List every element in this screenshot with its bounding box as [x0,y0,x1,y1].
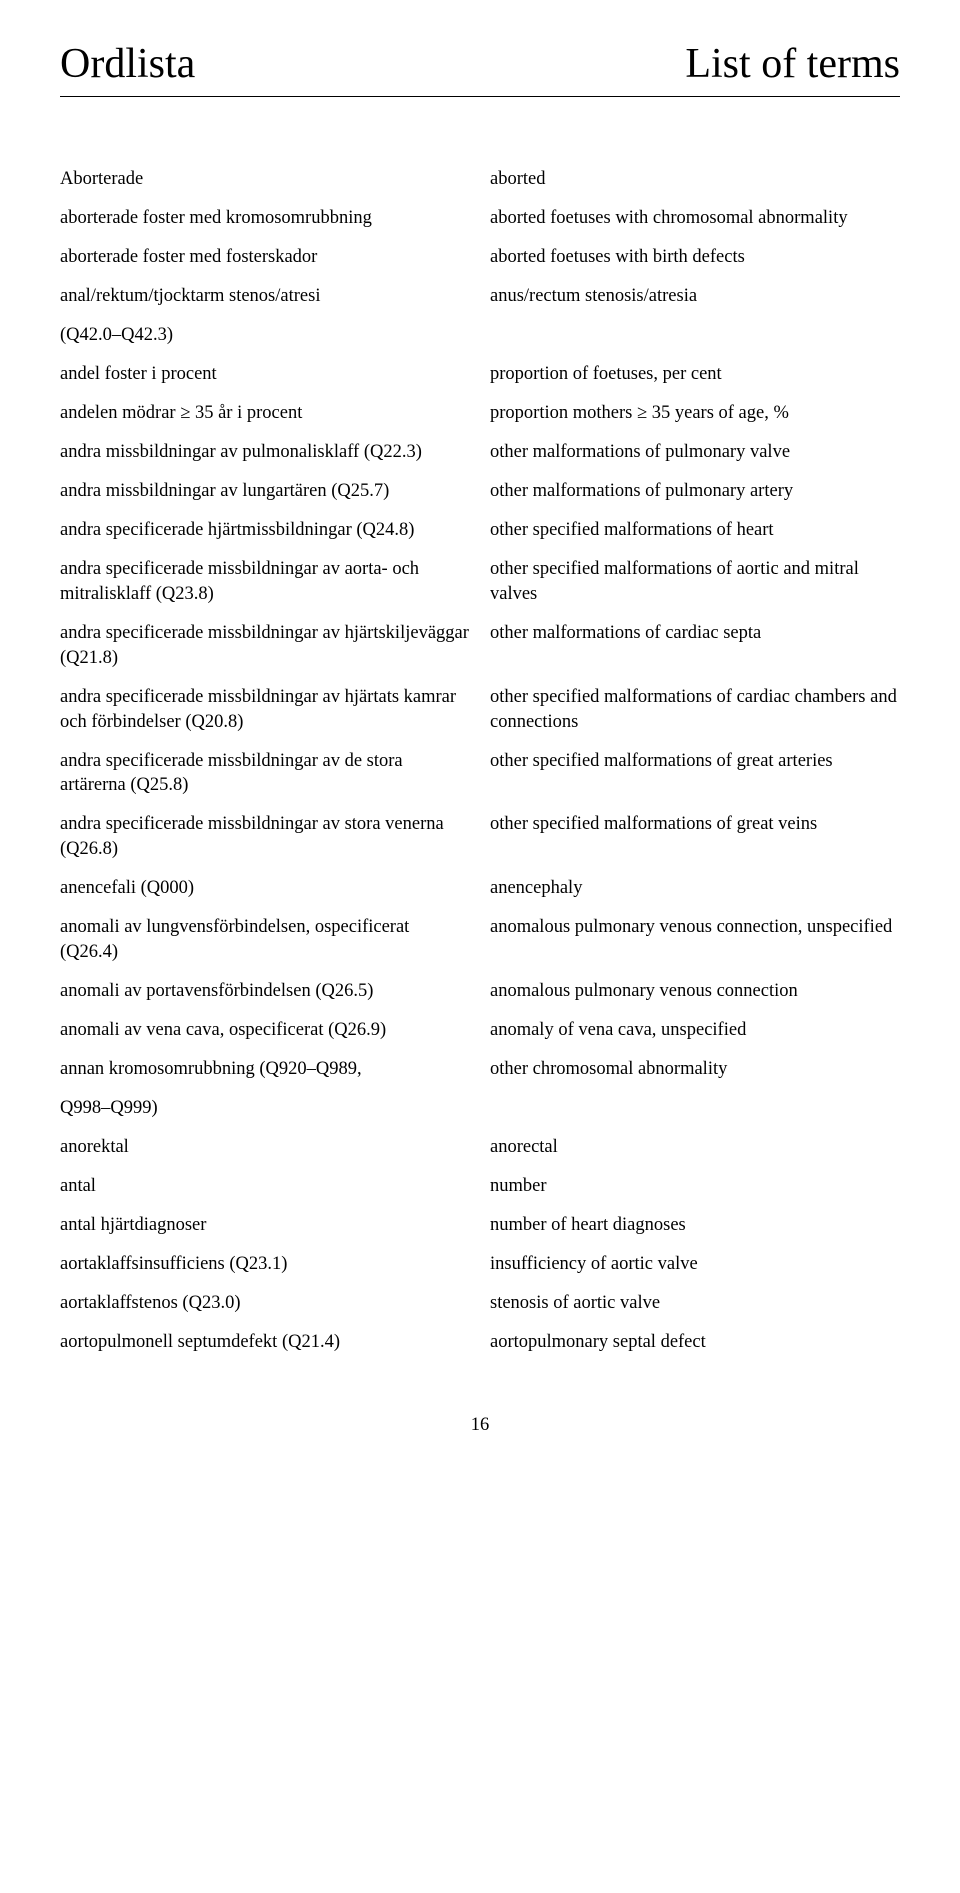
term-english: anomalous pulmonary venous connection, u… [490,915,900,965]
term-row: andra missbildningar av pulmonalisklaff … [60,440,900,465]
term-swedish: andra specificerade hjärtmissbildningar … [60,518,470,543]
term-english: stenosis of aortic valve [490,1291,900,1316]
term-row: aborterade foster med kromosomrubbning ab… [60,206,900,231]
terms-list: Aborterade aborted aborterade foster med k… [60,167,900,1355]
term-swedish: andra specificerade missbildningar av de… [60,749,470,799]
term-row: andra specificerade missbildningar av ao… [60,557,900,607]
term-row: (Q42.0–Q42.3) [60,323,900,348]
term-english: proportion mothers ≥ 35 years of age, % [490,401,900,426]
term-swedish: andra specificerade missbildningar av hj… [60,685,470,735]
term-row: aortopulmonell septumdefekt (Q21.4) aorto… [60,1330,900,1355]
term-english: anus/rectum stenosis/atresia [490,284,900,309]
term-row: aortaklaffstenos (Q23.0) stenosis of aort… [60,1291,900,1316]
term-swedish: andra specificerade missbildningar av hj… [60,621,470,671]
term-english: insufficiency of aortic valve [490,1252,900,1277]
term-swedish: (Q42.0–Q42.3) [60,323,470,348]
term-row: andra specificerade missbildningar av de… [60,749,900,799]
term-english [490,1096,900,1121]
title-right: List of terms [685,40,900,88]
title-left: Ordlista [60,40,195,88]
term-english: other specified malformations of great a… [490,749,900,799]
term-swedish: Aborterade [60,167,470,192]
term-english: anomaly of vena cava, unspecified [490,1018,900,1043]
term-swedish: andel foster i procent [60,362,470,387]
page-header: Ordlista List of terms [60,40,900,97]
term-swedish: aortopulmonell septumdefekt (Q21.4) [60,1330,470,1355]
term-english: proportion of foetuses, per cent [490,362,900,387]
term-english: anencephaly [490,876,900,901]
term-english: aortopulmonary septal defect [490,1330,900,1355]
term-swedish: anomali av lungvensförbindelsen, ospecif… [60,915,470,965]
term-row: anal/rektum/tjocktarm stenos/atresi anus/… [60,284,900,309]
term-english: anomalous pulmonary venous connection [490,979,900,1004]
term-swedish: antal [60,1174,470,1199]
term-swedish: aortaklaffsinsufficiens (Q23.1) [60,1252,470,1277]
term-english: other specified malformations of cardiac… [490,685,900,735]
term-english: aborted foetuses with chromosomal abnorm… [490,206,900,231]
term-row: anencefali (Q000) anencephaly [60,876,900,901]
term-english: other malformations of pulmonary valve [490,440,900,465]
term-english: other specified malformations of aortic … [490,557,900,607]
term-swedish: anomali av vena cava, ospecificerat (Q26… [60,1018,470,1043]
term-row: andra missbildningar av lungartären (Q25… [60,479,900,504]
term-row: andra specificerade missbildningar av st… [60,812,900,862]
term-row: annan kromosomrubbning (Q920–Q989, other … [60,1057,900,1082]
term-english: other malformations of pulmonary artery [490,479,900,504]
term-swedish: antal hjärtdiagnoser [60,1213,470,1238]
term-english: other malformations of cardiac septa [490,621,900,671]
term-english: other specified malformations of great v… [490,812,900,862]
term-english: number [490,1174,900,1199]
term-row: anorektal anorectal [60,1135,900,1160]
term-swedish: andra specificerade missbildningar av ao… [60,557,470,607]
term-row: andel foster i procent proportion of foet… [60,362,900,387]
term-english: aborted foetuses with birth defects [490,245,900,270]
term-swedish: andelen mödrar ≥ 35 år i procent [60,401,470,426]
term-row: andra specificerade missbildningar av hj… [60,685,900,735]
term-english: anorectal [490,1135,900,1160]
term-row: Q998–Q999) [60,1096,900,1121]
term-row: aortaklaffsinsufficiens (Q23.1) insuffici… [60,1252,900,1277]
term-row: antal number [60,1174,900,1199]
term-row: Aborterade aborted [60,167,900,192]
term-swedish: aortaklaffstenos (Q23.0) [60,1291,470,1316]
term-swedish: aborterade foster med fosterskador [60,245,470,270]
term-swedish: annan kromosomrubbning (Q920–Q989, [60,1057,470,1082]
term-swedish: anencefali (Q000) [60,876,470,901]
term-swedish: aborterade foster med kromosomrubbning [60,206,470,231]
term-swedish: andra missbildningar av lungartären (Q25… [60,479,470,504]
term-english [490,323,900,348]
term-english: number of heart diagnoses [490,1213,900,1238]
term-swedish: anomali av portavensförbindelsen (Q26.5) [60,979,470,1004]
term-row: anomali av portavensförbindelsen (Q26.5)… [60,979,900,1004]
term-english: aborted [490,167,900,192]
term-swedish: anal/rektum/tjocktarm stenos/atresi [60,284,470,309]
page-number: 16 [60,1415,900,1436]
term-row: andelen mödrar ≥ 35 år i procent proporti… [60,401,900,426]
term-swedish: Q998–Q999) [60,1096,470,1121]
term-swedish: anorektal [60,1135,470,1160]
term-row: andra specificerade hjärtmissbildningar … [60,518,900,543]
term-english: other chromosomal abnormality [490,1057,900,1082]
term-swedish: andra missbildningar av pulmonalisklaff … [60,440,470,465]
term-english: other specified malformations of heart [490,518,900,543]
term-row: anomali av lungvensförbindelsen, ospecif… [60,915,900,965]
term-row: antal hjärtdiagnoser number of heart diag… [60,1213,900,1238]
term-row: andra specificerade missbildningar av hj… [60,621,900,671]
term-swedish: andra specificerade missbildningar av st… [60,812,470,862]
term-row: anomali av vena cava, ospecificerat (Q26… [60,1018,900,1043]
term-row: aborterade foster med fosterskador aborte… [60,245,900,270]
